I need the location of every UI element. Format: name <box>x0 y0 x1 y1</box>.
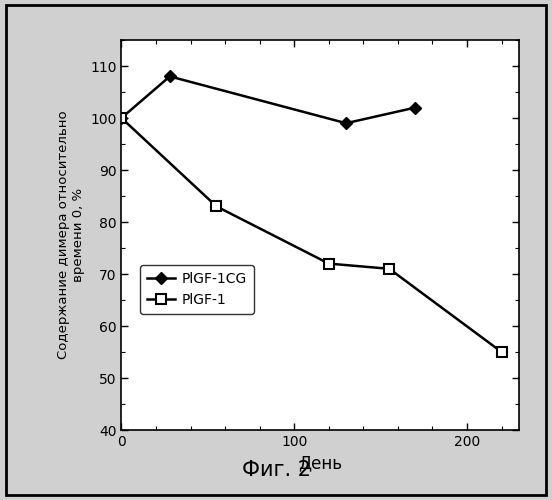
Line: PlGF-1: PlGF-1 <box>116 113 507 357</box>
PlGF-1 <box>213 204 220 210</box>
PlGF-1 <box>386 266 392 272</box>
PlGF-1CG <box>343 120 349 126</box>
Legend: PlGF-1CG, PlGF-1: PlGF-1CG, PlGF-1 <box>140 265 254 314</box>
Line: PlGF-1CG: PlGF-1CG <box>117 72 420 128</box>
Text: Фиг. 2: Фиг. 2 <box>242 460 310 480</box>
PlGF-1 <box>326 260 332 266</box>
PlGF-1CG <box>412 104 418 110</box>
PlGF-1 <box>498 349 505 355</box>
PlGF-1 <box>118 115 125 121</box>
PlGF-1CG <box>118 115 125 121</box>
Y-axis label: Содержание димера относительно
времени 0, %: Содержание димера относительно времени 0… <box>56 110 84 360</box>
PlGF-1CG <box>167 74 173 80</box>
X-axis label: День: День <box>298 454 342 472</box>
